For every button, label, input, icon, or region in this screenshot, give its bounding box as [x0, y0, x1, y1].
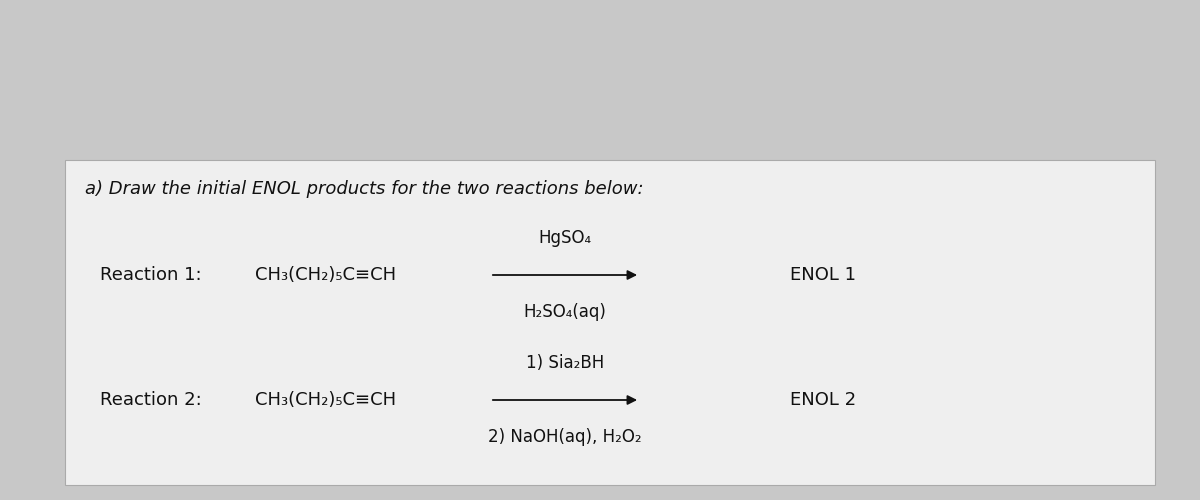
FancyBboxPatch shape	[65, 160, 1154, 485]
Text: 2) NaOH(aq), H₂O₂: 2) NaOH(aq), H₂O₂	[488, 428, 642, 446]
Text: Reaction 1:: Reaction 1:	[100, 266, 202, 284]
Text: H₂SO₄(aq): H₂SO₄(aq)	[523, 303, 606, 321]
Text: Reaction 2:: Reaction 2:	[100, 391, 202, 409]
Text: HgSO₄: HgSO₄	[539, 229, 592, 247]
Text: 1) Sia₂BH: 1) Sia₂BH	[526, 354, 604, 372]
Text: ENOL 2: ENOL 2	[790, 391, 856, 409]
Text: ENOL 1: ENOL 1	[790, 266, 856, 284]
Text: a) Draw the initial ENOL products for the two reactions below:: a) Draw the initial ENOL products for th…	[85, 180, 643, 198]
Text: CH₃(CH₂)₅C≡CH: CH₃(CH₂)₅C≡CH	[256, 266, 396, 284]
Text: CH₃(CH₂)₅C≡CH: CH₃(CH₂)₅C≡CH	[256, 391, 396, 409]
